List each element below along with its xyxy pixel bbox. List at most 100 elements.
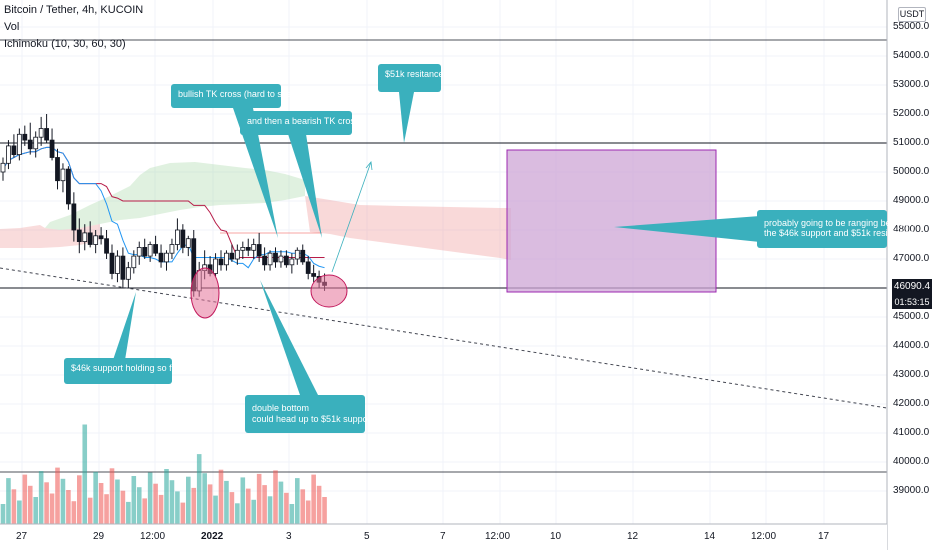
volume-bar — [11, 489, 17, 524]
double-bottom-circle-left[interactable] — [190, 267, 220, 319]
volume-indicator-label[interactable]: Vol — [4, 21, 20, 33]
candle-body — [66, 168, 71, 205]
volume-bar — [0, 504, 6, 524]
volume-bar — [6, 478, 11, 524]
volume-bar — [66, 490, 71, 524]
candle-body — [104, 238, 109, 254]
volume-bar — [229, 492, 235, 524]
volume-bar — [109, 468, 115, 524]
volume-bar — [55, 467, 60, 524]
volume-bar — [278, 481, 284, 524]
volume-bar — [311, 474, 316, 524]
callout-double-bottom[interactable]: double bottom could head up to $51k supp… — [245, 395, 373, 433]
projection-arrowhead — [365, 161, 373, 171]
callout-ranging[interactable]: probably going to be ranging between the… — [757, 210, 915, 248]
candle-body — [283, 255, 289, 266]
bullish-tk-pointer — [233, 108, 278, 238]
candle-body — [87, 232, 93, 245]
callout-46k-support[interactable]: $46k support holding so far — [64, 358, 180, 384]
candle-body — [229, 252, 235, 260]
price-axis-label: 47000.0 — [893, 253, 930, 264]
volume-bar — [262, 485, 267, 524]
time-axis-label: 3 — [286, 531, 292, 542]
candle-body — [22, 133, 28, 141]
candle-body — [185, 238, 191, 248]
symbol-title[interactable]: Bitcoin / Tether, 4h, KUCOIN — [4, 4, 144, 16]
candles — [0, 114, 327, 297]
price-axis-label: 40000.0 — [893, 456, 930, 467]
candle-body — [115, 255, 120, 274]
price-axis-label: 52000.0 — [893, 108, 930, 119]
price-axis-label: 44000.0 — [893, 340, 930, 351]
volume-bar — [98, 483, 104, 524]
price-axis-label: 54000.0 — [893, 50, 930, 61]
price-axis-label: 50000.0 — [893, 166, 930, 177]
volume-bar — [289, 504, 295, 524]
volume-bar — [77, 475, 82, 524]
candle-body — [158, 252, 164, 263]
volume-bar — [22, 474, 28, 524]
volume-bar — [126, 501, 131, 524]
candle-body — [311, 273, 317, 277]
volume-bar — [175, 491, 180, 524]
current-price-tag: 46090.4 — [892, 279, 932, 295]
candle-body — [300, 249, 306, 263]
price-axis-label: 45000.0 — [893, 311, 930, 322]
candle-body — [109, 252, 115, 274]
volume-bar — [235, 503, 240, 524]
candle-body — [305, 261, 311, 274]
candle-body — [147, 244, 153, 257]
price-axis-label: 42000.0 — [893, 398, 930, 409]
volume-bar — [202, 473, 207, 524]
currency-button[interactable]: USDT — [898, 7, 926, 22]
kumo-cloud-green — [45, 162, 305, 230]
tenkan-line — [2, 146, 325, 269]
time-axis-label: 12 — [627, 531, 639, 542]
candle-body — [49, 139, 55, 158]
candle-body — [44, 128, 49, 141]
range-box[interactable] — [506, 149, 717, 293]
time-axis-label: 12:00 — [485, 531, 511, 542]
volume-bar — [93, 471, 98, 524]
time-axis-label: 12:00 — [140, 531, 166, 542]
time-axis-label: 17 — [818, 531, 830, 542]
time-axis-label: 10 — [550, 531, 562, 542]
candle-body — [278, 255, 284, 263]
callout-bearish-tk-cross[interactable]: and then a bearish TK cross? — [240, 111, 364, 135]
volume-bar — [305, 500, 311, 524]
volume-bar — [240, 477, 246, 524]
callout-51k-resistance[interactable]: $51k resitance — [378, 64, 444, 92]
kumo-cloud-red-future — [305, 196, 511, 260]
price-axis-background — [887, 0, 932, 550]
price-axis-label: 49000.0 — [893, 195, 930, 206]
double-bottom-circle-right[interactable] — [310, 274, 348, 308]
candle-body — [289, 258, 295, 266]
candle-body — [16, 133, 22, 156]
ichimoku-indicator-label[interactable]: Ichimoku (10, 30, 60, 30) — [4, 38, 126, 50]
candle-body — [213, 258, 218, 274]
candle-body — [224, 252, 229, 266]
candle-body — [82, 232, 88, 242]
support-holding-pointer — [113, 292, 136, 360]
volume-bar — [273, 470, 278, 524]
volume-bar — [142, 498, 147, 524]
candle-body — [125, 267, 131, 280]
candle-body — [153, 244, 159, 254]
volume-bar — [104, 494, 109, 524]
candle-body — [164, 252, 169, 263]
projection-arrow[interactable] — [331, 161, 372, 273]
candle-body — [273, 252, 278, 263]
callout-bullish-tk-cross[interactable]: bullish TK cross (hard to see) — [171, 84, 295, 108]
price-axis-label: 51000.0 — [893, 137, 930, 148]
candle-body — [71, 203, 77, 231]
candle-body — [0, 162, 6, 173]
volume-bar — [87, 497, 93, 524]
price-axis-label: 55000.0 — [893, 21, 930, 32]
candle-body — [136, 246, 142, 257]
volume-bar — [218, 469, 224, 524]
time-axis-label: 12:00 — [751, 531, 777, 542]
candle-body — [218, 258, 224, 266]
candle-body — [6, 145, 11, 164]
countdown-tag: 01:53:15 — [892, 295, 932, 309]
